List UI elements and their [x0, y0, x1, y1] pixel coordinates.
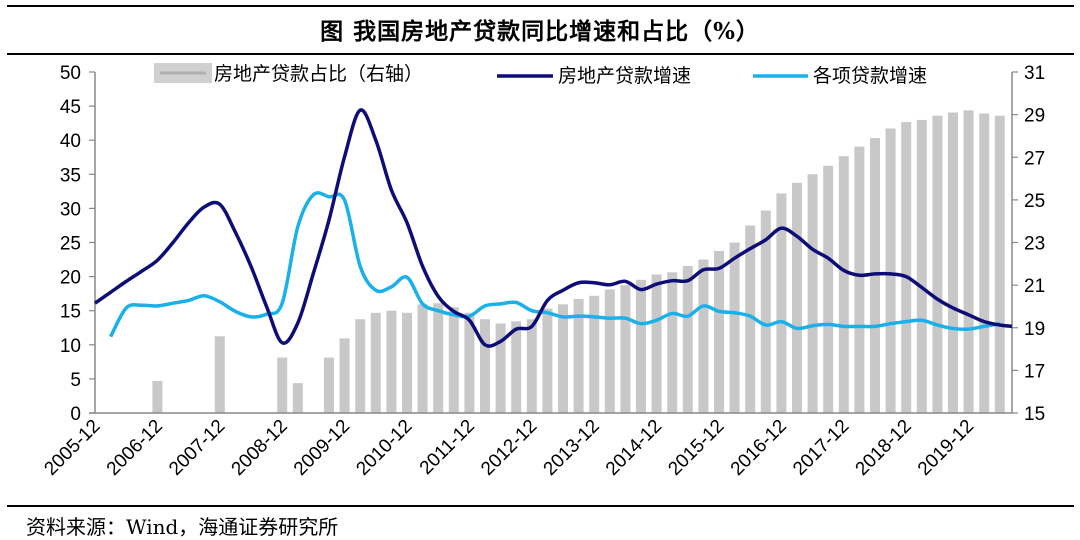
x-tick-label: 2016-12 — [727, 416, 791, 480]
bar-real-estate-share — [464, 312, 475, 413]
x-tick-label: 2018-12 — [852, 416, 916, 480]
left-tick-label: 35 — [60, 165, 81, 186]
right-tick-label: 21 — [1024, 276, 1045, 297]
chart-title: 图 我国房地产贷款同比增速和占比（%） — [320, 18, 760, 45]
bar-real-estate-share — [542, 308, 553, 413]
bar-real-estate-share — [948, 112, 958, 414]
bar-real-estate-share — [807, 174, 818, 413]
x-tick-label: 2008-12 — [228, 416, 292, 480]
bar-real-estate-share — [495, 323, 506, 413]
bar-real-estate-share — [370, 312, 381, 413]
bar-real-estate-share — [620, 285, 631, 413]
left-tick-label: 30 — [60, 199, 81, 220]
left-tick-label: 50 — [60, 63, 81, 84]
left-tick-label: 20 — [60, 268, 81, 289]
title-rule — [7, 53, 1074, 55]
bar-real-estate-share — [979, 113, 990, 413]
bar-real-estate-share — [745, 225, 756, 413]
legend-label-total: 各项贷款增速 — [813, 65, 927, 87]
line-total-loan-growth — [109, 191, 1001, 338]
bar-real-estate-share — [636, 279, 646, 413]
bar-real-estate-share — [916, 119, 927, 413]
bar-real-estate-share — [355, 319, 366, 413]
x-tick-label: 2013-12 — [540, 416, 604, 480]
bar-real-estate-share — [667, 272, 678, 413]
x-tick-label: 2009-12 — [290, 416, 354, 480]
right-tick-label: 27 — [1024, 148, 1045, 169]
legend-label-share: 房地产贷款占比（右轴） — [214, 63, 423, 85]
top-rule — [7, 5, 1074, 7]
bar-real-estate-share — [792, 182, 802, 413]
bar-real-estate-share — [339, 338, 350, 413]
bar-real-estate-share — [417, 304, 428, 413]
x-tick-label: 2012-12 — [477, 416, 541, 480]
x-tick-label: 2006-12 — [103, 416, 167, 480]
bar-real-estate-share — [214, 336, 225, 413]
bar-real-estate-share — [277, 357, 288, 413]
bar-real-estate-share — [511, 321, 522, 413]
bar-real-estate-share — [589, 295, 600, 413]
bar-real-estate-share — [838, 156, 849, 413]
left-tick-label: 10 — [60, 336, 81, 357]
bar-real-estate-share — [152, 381, 163, 413]
bar-real-estate-share — [433, 303, 444, 413]
bar-real-estate-share — [402, 312, 412, 413]
right-tick-label: 31 — [1024, 63, 1045, 84]
bar-real-estate-share — [714, 251, 724, 413]
x-tick-label: 2015-12 — [664, 416, 728, 480]
x-tick-label: 2011-12 — [416, 416, 479, 479]
bar-real-estate-share — [292, 383, 303, 413]
right-tick-label: 17 — [1024, 361, 1045, 382]
bar-real-estate-share — [324, 357, 334, 413]
x-tick-label: 2007-12 — [165, 416, 229, 480]
bar-real-estate-share — [604, 289, 615, 413]
bar-real-estate-share — [729, 242, 740, 413]
left-tick-label: 25 — [60, 234, 81, 255]
right-tick-label: 25 — [1024, 191, 1045, 212]
bar-real-estate-share — [558, 304, 568, 413]
bar-real-estate-share — [651, 274, 662, 413]
left-tick-label: 5 — [70, 370, 81, 391]
bar-real-estate-share — [573, 298, 584, 413]
bar-real-estate-share — [994, 115, 1005, 414]
bar-real-estate-share — [854, 146, 865, 413]
bar-real-estate-share — [823, 165, 834, 413]
bar-real-estate-share — [448, 307, 459, 413]
bar-real-estate-share — [682, 265, 693, 413]
right-tick-label: 29 — [1024, 106, 1045, 127]
x-tick-label: 2010-12 — [352, 416, 416, 480]
bar-real-estate-share — [901, 122, 912, 413]
left-tick-label: 40 — [60, 131, 81, 152]
line-real-estate-loan-growth — [93, 108, 1013, 348]
right-tick-label: 23 — [1024, 234, 1045, 255]
bar-real-estate-share — [526, 319, 537, 413]
legend-label-real-estate: 房地产贷款增速 — [558, 65, 691, 87]
bar-real-estate-share — [963, 110, 974, 414]
source-note: 资料来源：Wind，海通证券研究所 — [26, 515, 339, 539]
left-tick-label: 0 — [70, 404, 81, 425]
right-tick-label: 15 — [1024, 404, 1045, 425]
bar-real-estate-share — [386, 310, 397, 413]
left-tick-label: 45 — [60, 97, 81, 118]
bar-real-estate-share — [698, 259, 709, 413]
x-tick-label: 2017-12 — [789, 416, 853, 480]
left-tick-label: 15 — [60, 302, 81, 323]
bar-real-estate-share — [480, 319, 490, 413]
x-tick-label: 2019-12 — [914, 416, 978, 480]
bar-real-estate-share — [932, 115, 943, 414]
x-tick-label: 2014-12 — [602, 416, 666, 480]
bar-real-estate-share — [776, 193, 787, 413]
right-tick-label: 19 — [1024, 319, 1045, 340]
bar-real-estate-share — [760, 210, 771, 413]
footer-rule — [7, 505, 1074, 507]
x-tick-label: 2005-12 — [40, 416, 104, 480]
bar-real-estate-share — [885, 128, 896, 413]
